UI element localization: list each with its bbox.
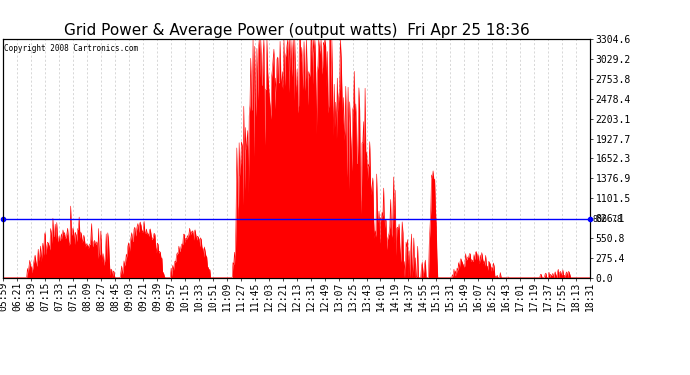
- Title: Grid Power & Average Power (output watts)  Fri Apr 25 18:36: Grid Power & Average Power (output watts…: [63, 23, 530, 38]
- Text: 806.78: 806.78: [593, 215, 623, 224]
- Text: Copyright 2008 Cartronics.com: Copyright 2008 Cartronics.com: [4, 44, 138, 53]
